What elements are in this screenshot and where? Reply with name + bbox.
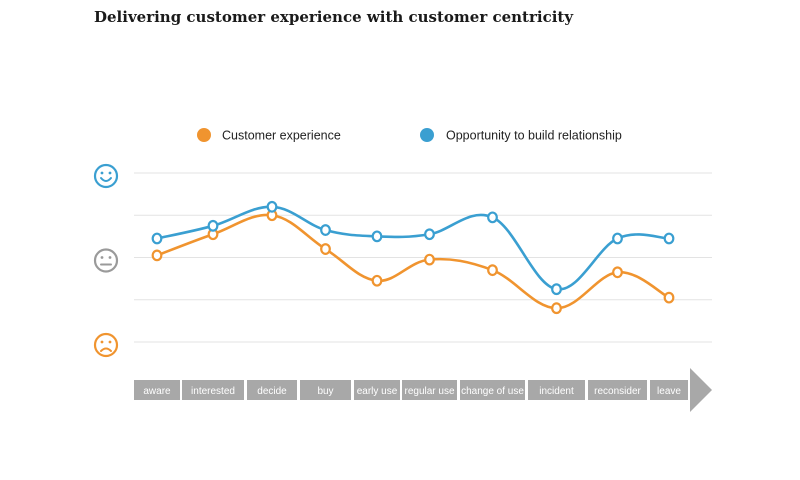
data-point	[551, 283, 562, 296]
stage-segment	[182, 380, 244, 400]
series-line	[155, 213, 671, 310]
face-mouth	[100, 347, 112, 352]
data-point	[424, 253, 435, 266]
stage-label: early use	[357, 386, 398, 397]
face-eye	[108, 340, 112, 344]
chart-title: Delivering customer experience with cust…	[94, 8, 574, 26]
stage-label: regular use	[404, 386, 454, 397]
series-lines	[151, 200, 675, 315]
face-eye	[100, 340, 104, 344]
legend-marker	[420, 128, 434, 142]
legend-label: Opportunity to build relationship	[446, 129, 622, 143]
timeline-arrow	[690, 368, 712, 412]
stage-label: change of use	[461, 386, 524, 397]
series-line	[155, 205, 671, 291]
stage-label: decide	[257, 386, 287, 397]
grid-lines	[134, 172, 712, 343]
face-outline	[93, 163, 119, 189]
stage-segment	[354, 380, 400, 400]
stage-label: interested	[191, 386, 235, 397]
data-point	[151, 232, 163, 245]
face-eye	[100, 171, 104, 175]
data-point	[424, 228, 435, 241]
data-point	[487, 211, 498, 224]
stage-segment	[134, 380, 180, 400]
stage-label: leave	[657, 386, 681, 397]
happy-face-icon	[93, 163, 119, 189]
stage-label: buy	[317, 386, 333, 397]
sad-face-icon	[93, 332, 119, 358]
data-point	[612, 266, 623, 279]
journey-stages: aware interested decide buy early use regular…	[134, 368, 712, 412]
stage-segment	[402, 380, 457, 400]
data-point	[487, 264, 498, 277]
neutral-face-icon	[93, 248, 119, 273]
series-opportunity	[151, 200, 675, 296]
data-point	[551, 302, 562, 315]
stage-label: reconsider	[594, 386, 641, 397]
face-eye	[108, 256, 112, 259]
face-outline	[93, 248, 119, 273]
legend: Customer experience Opportunity to build …	[197, 128, 622, 143]
data-point	[320, 243, 331, 255]
stage-segment	[650, 380, 688, 400]
data-point	[612, 232, 623, 245]
data-point	[266, 200, 278, 213]
data-point	[663, 291, 675, 304]
stage-segment	[460, 380, 525, 400]
data-point	[207, 219, 219, 232]
legend-label: Customer experience	[222, 129, 341, 143]
data-point	[371, 230, 383, 243]
data-point	[151, 249, 163, 262]
stage-label: incident	[539, 386, 574, 397]
stage-segment	[588, 380, 647, 400]
stage-segment	[528, 380, 585, 400]
face-outline	[93, 332, 119, 358]
data-point	[371, 274, 383, 287]
mood-scale	[93, 163, 119, 358]
data-point	[320, 224, 331, 236]
stage-segment	[247, 380, 297, 400]
face-eye	[100, 256, 104, 259]
face-mouth	[100, 177, 112, 182]
data-point	[663, 232, 675, 245]
series-customer-experience	[151, 209, 675, 315]
face-eye	[108, 171, 112, 175]
legend-marker	[197, 128, 211, 142]
stage-label: aware	[143, 386, 171, 397]
stage-segment	[300, 380, 351, 400]
